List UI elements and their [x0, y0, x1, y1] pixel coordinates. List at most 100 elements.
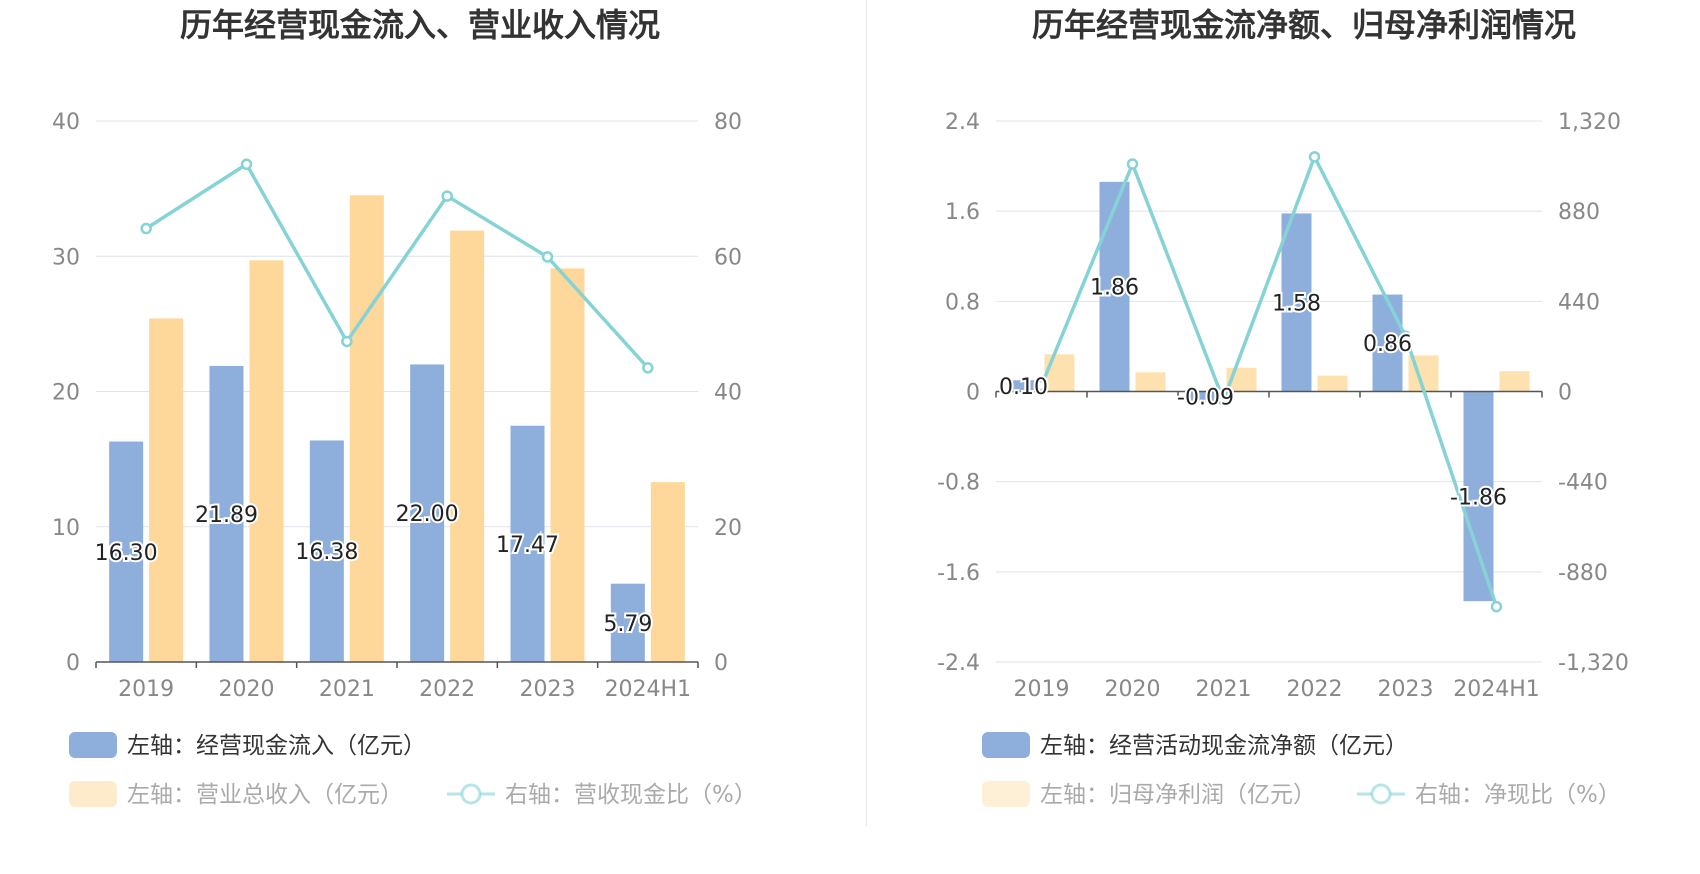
ratio-point: [1399, 330, 1412, 342]
bar-primary: [1281, 213, 1312, 392]
chart-title: 历年经营现金流入、营业收入情况: [180, 6, 660, 44]
bar-secondary: [349, 195, 384, 662]
right-tick-label: 60: [714, 245, 742, 270]
x-tick-label: 2024H1: [605, 677, 692, 702]
legend-label: 左轴：营业总收入（亿元）: [127, 782, 403, 808]
bar-data-label: 16.30: [95, 541, 158, 566]
right-tick-label: 440: [1558, 290, 1600, 315]
ratio-point: [441, 190, 453, 202]
x-tick-label: 2024H1: [1453, 677, 1540, 702]
ratio-point: [1308, 151, 1321, 163]
x-tick-label: 2021: [1196, 677, 1252, 702]
bar-primary: [1372, 294, 1403, 392]
legend-label: 左轴：归母净利润（亿元）: [1040, 782, 1316, 808]
legend-swatch: [982, 732, 1030, 758]
ratio-point: [341, 335, 353, 348]
right-tick-label: 880: [1558, 200, 1600, 225]
legend-marker: [460, 783, 482, 805]
bar-data-label: 0.10: [999, 375, 1048, 400]
bar-primary: [1463, 391, 1494, 602]
ratio-point: [642, 362, 654, 374]
x-tick-label: 2021: [319, 677, 375, 702]
left-tick-label: -2.4: [937, 651, 980, 676]
x-tick-label: 2020: [1105, 677, 1161, 702]
bar-data-label: 1.86: [1090, 276, 1139, 301]
legend-swatch: [69, 781, 117, 807]
chart-cash-inflow-revenue: 历年经营现金流入、营业收入情况 0 10 20 30 40 0 20 40 60 80 2019 202…: [52, 6, 757, 808]
ratio-point: [1035, 379, 1048, 392]
bar-secondary: [249, 260, 284, 662]
bar-primary: [1008, 380, 1039, 392]
left-tick-label: -0.8: [937, 471, 980, 496]
ratio-point: [1217, 394, 1230, 407]
left-tick-label: 1.6: [945, 200, 980, 225]
x-tick-label: 2020: [219, 677, 275, 702]
ratio-point: [1490, 600, 1503, 613]
bar-data-label: -1.86: [1450, 485, 1507, 510]
ratio-point: [1126, 158, 1139, 170]
left-tick-label: 20: [52, 381, 80, 406]
bar-secondary: [650, 482, 685, 662]
legend-swatch: [69, 732, 117, 758]
bar-data-label: 21.89: [195, 503, 258, 528]
bar-data-label: 5.79: [603, 612, 652, 637]
bar-secondary: [1499, 371, 1530, 392]
bar-data-label: -0.09: [1177, 386, 1234, 411]
bar-secondary: [450, 230, 485, 663]
legend-label: 右轴：净现比（%）: [1415, 782, 1621, 808]
bar-primary: [1190, 391, 1221, 402]
left-tick-label: 0.8: [945, 290, 980, 315]
left-tick-label: 2.4: [945, 110, 980, 135]
right-tick-label: 0: [714, 651, 728, 676]
left-tick-label: 10: [52, 516, 80, 541]
legend-marker: [1370, 783, 1392, 805]
left-tick-label: 30: [52, 245, 80, 270]
ratio-line: [1039, 152, 1499, 608]
legend-swatch: [982, 781, 1030, 807]
bar-secondary: [1044, 354, 1075, 392]
ratio-point: [140, 222, 152, 235]
left-tick-label: 0: [66, 651, 80, 676]
x-tick-label: 2019: [1014, 677, 1070, 702]
left-tick-label: 0: [966, 381, 980, 406]
right-tick-label: 40: [714, 381, 742, 406]
ratio-line: [145, 161, 650, 370]
ratio-point: [240, 158, 253, 171]
legend-label: 右轴：营收现金比（%）: [505, 782, 757, 808]
x-tick-label: 2022: [1287, 677, 1343, 702]
right-tick-label: -440: [1558, 471, 1608, 496]
bar-data-label: 22.00: [396, 502, 459, 527]
bar-primary: [410, 364, 445, 662]
bar-primary: [510, 425, 545, 662]
panel-divider: [866, 0, 867, 826]
bar-primary: [610, 583, 645, 662]
bar-primary: [1099, 181, 1130, 392]
bar-primary: [109, 441, 144, 662]
bar-primary: [209, 365, 244, 662]
bar-data-label: 0.86: [1363, 332, 1412, 357]
bar-primary: [309, 440, 344, 662]
right-tick-label: -1,320: [1558, 651, 1629, 676]
right-tick-label: -880: [1558, 561, 1608, 586]
legend-label: 左轴：经营现金流入（亿元）: [127, 733, 426, 759]
right-tick-label: 1,320: [1558, 110, 1621, 135]
bar-secondary: [550, 268, 585, 662]
bar-secondary: [149, 318, 184, 662]
x-tick-label: 2023: [520, 677, 576, 702]
chart-title: 历年经营现金流净额、归母净利润情况: [1032, 6, 1576, 44]
right-tick-label: 20: [714, 516, 742, 541]
left-tick-label: -1.6: [937, 561, 980, 586]
right-tick-label: 80: [714, 110, 742, 135]
right-tick-label: 0: [1558, 381, 1572, 406]
bar-data-label: 1.58: [1272, 291, 1321, 316]
x-tick-label: 2022: [419, 677, 475, 702]
x-tick-label: 2019: [118, 677, 174, 702]
x-tick-label: 2023: [1378, 677, 1434, 702]
bar-data-label: 17.47: [496, 533, 559, 558]
chart-net-cash-flow-profit: 历年经营现金流净额、归母净利润情况 -2.4 -1.6 -0.8 0 0.8 1.6 2.4 -…: [937, 6, 1629, 808]
legend-label: 左轴：经营活动现金流净额（亿元）: [1040, 733, 1408, 759]
left-tick-label: 40: [52, 110, 80, 135]
bar-data-label: 16.38: [295, 540, 358, 565]
bar-secondary: [1135, 372, 1166, 392]
